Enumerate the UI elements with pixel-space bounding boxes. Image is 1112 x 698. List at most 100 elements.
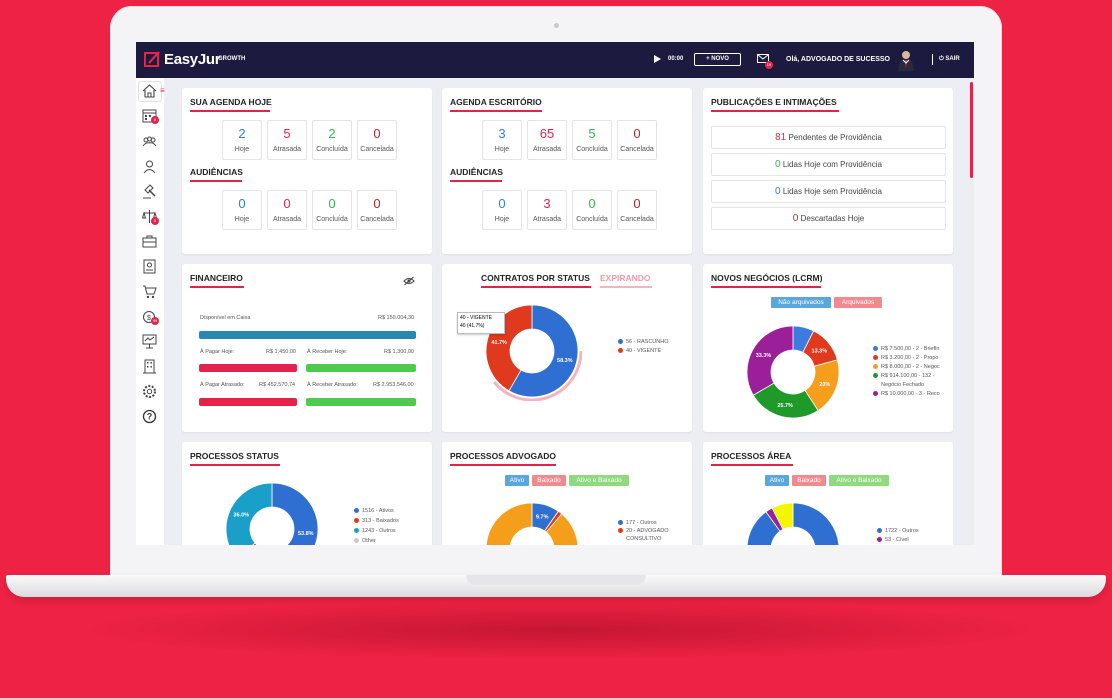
- stat-hoje[interactable]: 3 Hoje: [482, 120, 522, 160]
- card-title: AGENDA ESCRITÓRIO: [450, 97, 542, 107]
- stat-value: 5: [588, 126, 596, 141]
- advogado-donut[interactable]: 9.7%: [482, 499, 582, 545]
- presentation-icon[interactable]: [142, 334, 157, 349]
- svg-text:?: ?: [147, 412, 153, 422]
- scrollbar-thumb[interactable]: [970, 82, 973, 178]
- legend-item[interactable]: R$ 914.100,00 - 132 -: [873, 372, 940, 381]
- briefcase-icon[interactable]: [142, 234, 157, 249]
- tag-ativo-baixado[interactable]: Ativo e Baixado: [569, 475, 629, 486]
- mail-icon[interactable]: [757, 54, 769, 63]
- stat-hoje[interactable]: 2 Hoje: [222, 120, 262, 160]
- stat-value: 0: [633, 196, 641, 211]
- legend-item[interactable]: 20 - ADVOGADO: [618, 527, 669, 535]
- legend-item[interactable]: 56 - RASCUNHO: [618, 338, 668, 347]
- stat-atrasada[interactable]: 65 Atrasada: [527, 120, 567, 160]
- pub-lidas-com[interactable]: 0 Lidas Hoje com Providência: [711, 153, 946, 176]
- donut-slice[interactable]: [746, 502, 840, 545]
- legend-item[interactable]: 40 - VIGENTE: [618, 347, 668, 356]
- tag-ativo[interactable]: Ativo: [765, 475, 789, 486]
- legend-label: 20 - ADVOGADO: [626, 528, 669, 534]
- tag-arquivados[interactable]: Arquivados: [834, 297, 882, 308]
- donut-slice[interactable]: [261, 482, 319, 545]
- tag-baixado[interactable]: Baixado: [792, 475, 826, 486]
- tag-ativo[interactable]: Ativo: [505, 475, 529, 486]
- tab-underline: [600, 286, 652, 288]
- legend-label: R$ 8.000,00 - 2 - Negoc: [881, 364, 940, 370]
- stat-cancelada[interactable]: 0 Cancelada: [357, 120, 397, 160]
- legend-item[interactable]: Other: [354, 536, 399, 545]
- logout-button[interactable]: ⏻ SAIR: [939, 56, 960, 62]
- legend-item[interactable]: 1243 - Outros: [354, 526, 399, 536]
- user-greeting[interactable]: Olá, ADVOGADO DE SUCESSO: [786, 56, 890, 63]
- cash-value: R$ 150.004,30: [378, 315, 415, 321]
- advogado-legend: 177 - Outros 20 - ADVOGADO CONSULTIVO: [618, 519, 669, 543]
- pub-lidas-sem[interactable]: 0 Lidas Hoje sem Providência: [711, 180, 946, 203]
- stat-concluida[interactable]: 2 Concluída: [312, 120, 352, 160]
- stat-label: Concluída: [576, 146, 608, 153]
- contratos-legend: 56 - RASCUNHO 40 - VIGENTE: [618, 338, 668, 356]
- legend-item[interactable]: 53 - Cível: [877, 536, 919, 545]
- legend-item[interactable]: 177 - Outros: [618, 519, 669, 527]
- donut-slice[interactable]: [485, 502, 579, 545]
- card-title[interactable]: CONTRATOS POR STATUS: [481, 273, 590, 283]
- play-icon[interactable]: [654, 55, 661, 63]
- tag-baixado[interactable]: Baixado: [532, 475, 566, 486]
- aud-hoje[interactable]: 0 Hoje: [482, 190, 522, 230]
- legend-label: R$ 914.100,00 - 132 -: [881, 373, 935, 379]
- donut-slice[interactable]: [771, 502, 794, 530]
- legend-item[interactable]: R$ 7.500,00 - 2 - Briefin: [873, 345, 940, 354]
- tag-nao-arquivados[interactable]: Não arquivados: [771, 297, 831, 308]
- pub-pendentes[interactable]: 81 Pendentes de Providência: [711, 126, 946, 149]
- legend-item[interactable]: R$ 3.200,00 - 2 - Propo: [873, 354, 940, 363]
- document-icon[interactable]: [142, 259, 157, 274]
- legend-item[interactable]: 1516 - Ativos: [354, 506, 399, 516]
- help-icon[interactable]: ?: [142, 409, 157, 424]
- pub-value: 0: [775, 186, 781, 197]
- tab-expirando[interactable]: EXPIRANDO: [600, 273, 651, 283]
- aud-concluida[interactable]: 0 Concluída: [312, 190, 352, 230]
- sidebar-item-home[interactable]: [138, 81, 162, 102]
- gear-icon[interactable]: [142, 384, 157, 399]
- audiencias-title: AUDIÊNCIAS: [190, 167, 243, 177]
- gavel-icon[interactable]: [142, 184, 157, 199]
- pub-descartadas[interactable]: 0 Descartadas Hoje: [711, 207, 946, 230]
- cash-label: Disponível em Caixa: [200, 315, 251, 321]
- tooltip-line2: 40 (41.7%): [460, 323, 485, 329]
- building-icon[interactable]: [142, 359, 157, 374]
- status-legend: 1516 - Ativos 313 - Baixados 1243 - Outr…: [354, 506, 399, 545]
- status-donut[interactable]: 53.8% 36.0%: [222, 479, 322, 545]
- legend-label: R$ 10.000,00 - 3 - Reco: [881, 391, 940, 397]
- legend-item-cont: Negócio Fechado: [873, 381, 940, 390]
- legend-item[interactable]: R$ 8.000,00 - 2 - Negoc: [873, 363, 940, 372]
- tag-ativo-baixado[interactable]: Ativo e Baixado: [829, 475, 889, 486]
- legend-label: 1516 - Ativos: [362, 508, 394, 514]
- donut-slice[interactable]: [508, 304, 579, 398]
- team-icon[interactable]: [142, 134, 157, 149]
- negocios-donut[interactable]: 13.3% 20% 25.7% 33.3%: [743, 322, 843, 422]
- stat-concluida[interactable]: 5 Concluída: [572, 120, 612, 160]
- chart-tooltip: 40 - VIGENTE 40 (41.7%): [457, 312, 505, 334]
- collapse-icon[interactable]: ≡: [160, 86, 165, 95]
- eye-off-icon[interactable]: [403, 276, 415, 286]
- legend-item[interactable]: R$ 10.000,00 - 3 - Reco: [873, 390, 940, 399]
- aud-atrasada[interactable]: 3 Atrasada: [527, 190, 567, 230]
- donut-slice[interactable]: [225, 482, 273, 545]
- cart-icon[interactable]: [142, 284, 157, 299]
- legend-item[interactable]: 1722 - Outros: [877, 527, 919, 536]
- area-donut[interactable]: [743, 499, 843, 545]
- donut-slice[interactable]: [746, 325, 794, 396]
- aud-hoje[interactable]: 0 Hoje: [222, 190, 262, 230]
- aud-cancelada[interactable]: 0 Cancelada: [617, 190, 657, 230]
- aud-atrasada[interactable]: 0 Atrasada: [267, 190, 307, 230]
- client-icon[interactable]: [142, 159, 157, 174]
- logo-text[interactable]: EasyJur: [164, 51, 221, 68]
- legend-item[interactable]: 313 - Baixados: [354, 516, 399, 526]
- stat-value: 0: [498, 196, 506, 211]
- stat-atrasada[interactable]: 5 Atrasada: [267, 120, 307, 160]
- avatar[interactable]: [896, 49, 916, 71]
- aud-cancelada[interactable]: 0 Cancelada: [357, 190, 397, 230]
- aud-concluida[interactable]: 0 Concluída: [572, 190, 612, 230]
- stat-cancelada[interactable]: 0 Cancelada: [617, 120, 657, 160]
- new-button[interactable]: + NOVO: [694, 53, 741, 66]
- stat-value: 3: [543, 196, 551, 211]
